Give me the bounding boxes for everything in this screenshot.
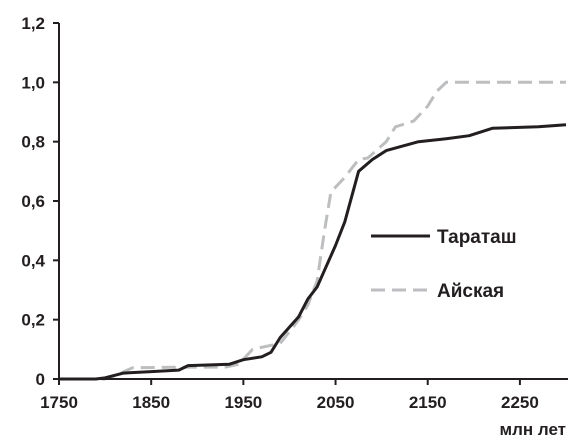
x-tick-label: 2150 bbox=[409, 393, 447, 412]
y-tick-label: 1,2 bbox=[21, 14, 45, 33]
series-line-dashed bbox=[59, 80, 566, 381]
y-tick-label: 0,2 bbox=[21, 311, 45, 330]
x-tick-label: 2050 bbox=[317, 393, 355, 412]
legend-label: Айская bbox=[437, 281, 504, 302]
x-axis-label: млн лет bbox=[500, 420, 567, 439]
x-tick-label: 1850 bbox=[132, 393, 170, 412]
axes bbox=[58, 23, 568, 380]
x-ticks: 1750 1850 1950 2050 2150 2250 bbox=[40, 379, 539, 412]
series-line-solid bbox=[59, 123, 567, 381]
y-ticks: 0 0,2 0,4 0,6 0,8 1,0 1,2 bbox=[21, 14, 59, 389]
x-tick-label: 2250 bbox=[501, 393, 539, 412]
y-tick-label: 0,8 bbox=[21, 133, 45, 152]
y-tick-label: 1,0 bbox=[21, 73, 45, 92]
y-tick-label: 0,4 bbox=[21, 251, 45, 270]
x-tick-label: 1750 bbox=[40, 393, 78, 412]
legend-label: Тараташ bbox=[437, 227, 517, 248]
y-tick-label: 0,6 bbox=[21, 192, 45, 211]
x-tick-label: 1950 bbox=[224, 393, 262, 412]
series-layer bbox=[59, 80, 567, 381]
legend: Тараташ Айская bbox=[371, 227, 517, 302]
y-tick-label: 0 bbox=[36, 370, 45, 389]
